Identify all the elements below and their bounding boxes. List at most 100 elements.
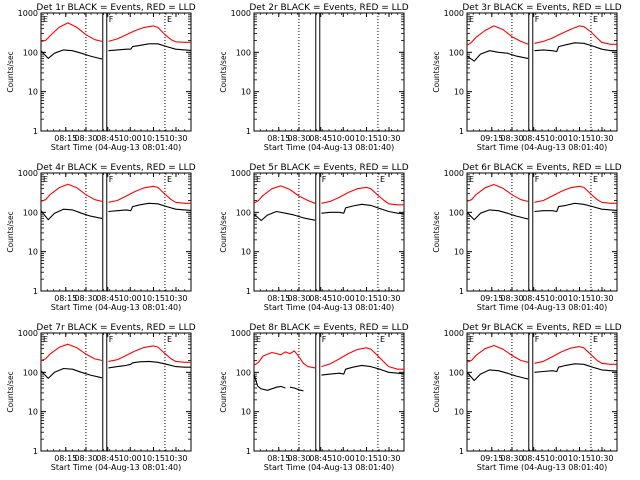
plot-frame — [40, 172, 192, 292]
y-tick-label: 100 — [23, 208, 38, 217]
x-tick-label: 10:15 — [355, 134, 378, 143]
x-tick-label: 08:15 — [267, 134, 290, 143]
x-tick-label: 08:30 — [500, 134, 523, 143]
y-axis-label: Counts/sec — [219, 211, 228, 252]
events-series-line — [321, 203, 405, 215]
panel-det-8r: Det 8r BLACK = Events, RED = LLD 1 10 100 10… — [219, 323, 409, 472]
events-series-line — [108, 360, 191, 369]
marker-label: E — [469, 15, 474, 24]
lld-series-line — [466, 25, 529, 46]
plot-frame — [466, 12, 618, 132]
y-tick-label: 100 — [236, 208, 251, 217]
panel-title: Det 9r BLACK = Events, RED = LLD — [462, 323, 621, 333]
panel-title: Det 4r BLACK = Events, RED = LLD — [36, 163, 195, 173]
marker-label: E — [469, 175, 474, 184]
events-series-line — [534, 202, 618, 213]
x-tick-label: 08:15 — [267, 294, 290, 303]
y-axis-label: Counts/sec — [6, 51, 15, 92]
y-tick-label: 1000 — [231, 329, 251, 338]
events-series-line — [466, 209, 529, 221]
x-tick-label: 10:30 — [590, 134, 613, 143]
x-tick-label: 10:30 — [377, 134, 400, 143]
plot-frame — [40, 332, 192, 452]
x-tick-label: 08:30 — [74, 454, 97, 463]
marker-label: F — [322, 175, 327, 184]
x-axis-label: Start Time (04-Aug-13 08:01:40) — [264, 463, 395, 472]
x-tick-label: 08:30 — [500, 294, 523, 303]
marker-label: F — [109, 335, 114, 344]
marker-label: F — [109, 175, 114, 184]
marker-label: E — [593, 15, 598, 24]
lld-series-line — [534, 25, 617, 45]
y-tick-label: 1 — [246, 127, 251, 136]
lld-series-line — [40, 343, 103, 362]
plot-frame — [40, 12, 192, 132]
y-tick-label: 1000 — [18, 9, 38, 18]
marker-label: E — [43, 15, 48, 24]
marker-label: E — [43, 175, 48, 184]
lld-series-line — [466, 183, 529, 202]
marker-label: E — [43, 335, 48, 344]
x-axis-label: Start Time (04-Aug-13 08:01:40) — [477, 143, 608, 152]
y-tick-label: 100 — [449, 208, 464, 217]
x-tick-label: 10:00 — [332, 134, 355, 143]
x-tick-label: 10:00 — [545, 294, 568, 303]
x-tick-label: 10:15 — [142, 294, 165, 303]
panel-title: Det 8r BLACK = Events, RED = LLD — [249, 323, 408, 333]
y-tick-label: 100 — [23, 48, 38, 57]
x-axis-label: Start Time (04-Aug-13 08:01:40) — [264, 143, 395, 152]
plot-frame — [466, 172, 618, 292]
x-tick-label: 08:30 — [74, 134, 97, 143]
y-axis-label: Counts/sec — [6, 371, 15, 412]
events-series-line — [253, 210, 316, 222]
events-series-line — [321, 364, 405, 376]
panel-title: Det 6r BLACK = Events, RED = LLD — [462, 163, 621, 173]
x-axis-label: Start Time (04-Aug-13 08:01:40) — [51, 303, 182, 312]
events-series-line — [40, 49, 103, 60]
y-tick-label: 1 — [33, 127, 38, 136]
x-tick-label: 10:15 — [568, 294, 591, 303]
events-series-line — [289, 386, 304, 392]
x-tick-label: 08:45 — [522, 294, 545, 303]
x-tick-label: 08:30 — [287, 294, 310, 303]
y-tick-label: 10 — [28, 88, 38, 97]
y-tick-label: 100 — [449, 368, 464, 377]
x-tick-label: 08:15 — [54, 454, 77, 463]
x-axis-label: Start Time (04-Aug-13 08:01:40) — [51, 463, 182, 472]
lld-series-line — [253, 350, 316, 369]
y-tick-label: 10 — [241, 248, 251, 257]
y-axis-label: Counts/sec — [432, 211, 441, 252]
x-tick-label: 10:00 — [332, 454, 355, 463]
x-tick-label: 10:30 — [377, 294, 400, 303]
lld-series-line — [253, 185, 316, 204]
lld-series-line — [108, 185, 191, 204]
marker-label: E — [469, 335, 474, 344]
marker-label: E — [593, 335, 598, 344]
y-tick-label: 100 — [23, 368, 38, 377]
panel-det-9r: Det 9r BLACK = Events, RED = LLD 1 10 100 10… — [432, 323, 622, 472]
y-axis-label: Counts/sec — [432, 51, 441, 92]
lld-series-line — [108, 345, 191, 363]
lld-series-line — [321, 347, 404, 370]
lld-series-line — [534, 185, 617, 204]
x-tick-label: 08:30 — [500, 454, 523, 463]
panel-title: Det 5r BLACK = Events, RED = LLD — [249, 163, 408, 173]
x-tick-label: 10:00 — [119, 454, 142, 463]
y-tick-label: 100 — [236, 368, 251, 377]
y-axis-label: Counts/sec — [6, 211, 15, 252]
events-series-line — [534, 363, 618, 373]
x-axis-label: Start Time (04-Aug-13 08:01:40) — [264, 303, 395, 312]
y-tick-label: 10 — [28, 408, 38, 417]
x-tick-label: 08:45 — [522, 454, 545, 463]
y-tick-label: 1000 — [444, 329, 464, 338]
marker-label: E — [167, 175, 172, 184]
x-axis-label: Start Time (04-Aug-13 08:01:40) — [477, 303, 608, 312]
x-tick-label: 09:15 — [480, 454, 503, 463]
x-tick-label: 08:30 — [287, 454, 310, 463]
plot-frame — [253, 332, 405, 452]
x-axis-label: Start Time (04-Aug-13 08:01:40) — [51, 143, 182, 152]
y-tick-label: 1 — [459, 447, 464, 456]
panel-det-5r: Det 5r BLACK = Events, RED = LLD 1 10 100 10… — [219, 163, 409, 312]
panel-det-4r: Det 4r BLACK = Events, RED = LLD 1 10 100 10… — [6, 163, 196, 312]
